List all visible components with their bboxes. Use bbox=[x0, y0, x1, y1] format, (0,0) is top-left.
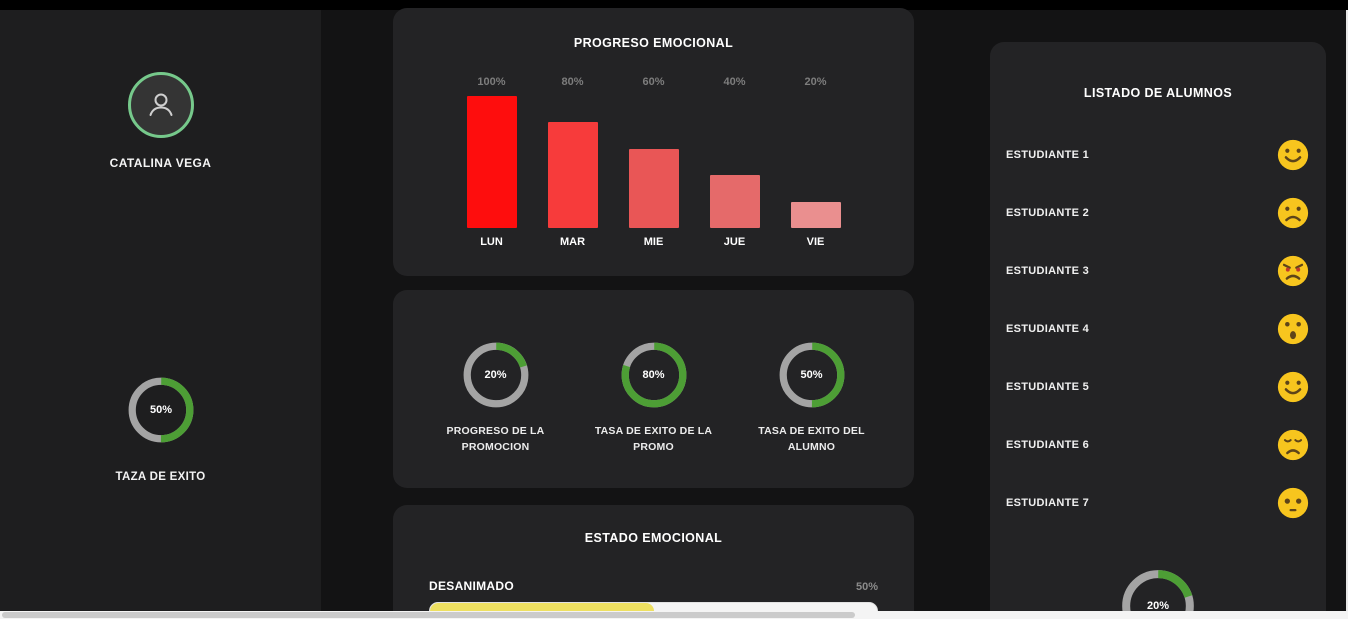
success-rate-caption: TAZA DE EXITO bbox=[115, 471, 206, 483]
bar-column: 80% MAR bbox=[532, 76, 613, 248]
kpi-donut-caption: TASA DE EXITO DE LA PROMO bbox=[594, 425, 713, 454]
bar bbox=[547, 122, 598, 228]
student-row[interactable]: ESTUDIANTE 7 bbox=[990, 474, 1326, 532]
profile-name: CATALINA VEGA bbox=[109, 156, 212, 170]
student-row[interactable]: ESTUDIANTE 6 bbox=[990, 416, 1326, 474]
emotion-angry-icon bbox=[1277, 255, 1309, 287]
emotion-neutral-icon bbox=[1277, 487, 1309, 519]
student-emotion bbox=[1276, 196, 1310, 230]
window-right-edge bbox=[1346, 10, 1348, 611]
scrollbar-thumb[interactable] bbox=[2, 612, 855, 618]
bar-value-label: 80% bbox=[561, 76, 584, 88]
bar-category-label: JUE bbox=[723, 236, 746, 248]
student-emotion bbox=[1276, 370, 1310, 404]
donut-chart bbox=[128, 377, 194, 443]
student-emotion bbox=[1276, 312, 1310, 346]
student-name: ESTUDIANTE 2 bbox=[1006, 207, 1090, 219]
donut-value-label: 20% bbox=[484, 369, 507, 381]
top-bar bbox=[0, 0, 1348, 10]
horizontal-scrollbar[interactable] bbox=[0, 611, 1348, 619]
donut-value-label: 20% bbox=[1146, 600, 1170, 612]
kpi-donut-caption: TASA DE EXITO DEL ALUMNO bbox=[758, 425, 865, 454]
students-progress-donut: 20% bbox=[1116, 564, 1200, 619]
bar bbox=[790, 201, 841, 228]
emotion-surprised-icon bbox=[1277, 313, 1309, 345]
donut-value-label: 80% bbox=[642, 369, 665, 381]
student-list: ESTUDIANTE 1 ESTUDIANTE 2 ESTUDIANTE 3 ESTU… bbox=[990, 100, 1326, 532]
donut-chart bbox=[779, 342, 844, 408]
kpi-donut-item: 80% TASA DE EXITO DE LA PROMO bbox=[594, 337, 714, 456]
student-emotion bbox=[1276, 486, 1310, 520]
bar-category-label: MAR bbox=[559, 236, 586, 248]
student-row[interactable]: ESTUDIANTE 1 bbox=[990, 126, 1326, 184]
listado-alumnos-card: LISTADO DE ALUMNOS ESTUDIANTE 1 ESTUDIANT… bbox=[990, 42, 1326, 619]
bar-area bbox=[628, 96, 679, 228]
kpi-donut: 50% bbox=[774, 337, 850, 413]
donut-chart bbox=[1122, 570, 1194, 619]
kpi-donut-item: 50% TASA DE EXITO DEL ALUMNO bbox=[752, 337, 872, 456]
bar-area bbox=[709, 96, 760, 228]
donut-chart bbox=[463, 342, 528, 408]
bar-chart: 100% LUN 80% MAR 60% MIE 40% JUE 20% VIE bbox=[393, 76, 914, 248]
student-name: ESTUDIANTE 3 bbox=[1006, 265, 1090, 277]
progreso-emocional-card: PROGRESO EMOCIONAL 100% LUN 80% MAR 60% MIE 40… bbox=[393, 8, 914, 276]
student-row[interactable]: ESTUDIANTE 2 bbox=[990, 184, 1326, 242]
emotion-card-title: ESTADO EMOCIONAL bbox=[584, 531, 723, 545]
bar-value-label: 20% bbox=[804, 76, 827, 88]
kpi-donut-row: 20% PROGRESO DE LA PROMOCION 80% TASA DE EX… bbox=[393, 290, 914, 456]
donut-chart bbox=[621, 342, 686, 408]
emotion-happy-icon bbox=[1277, 139, 1309, 171]
progress-card-title: PROGRESO EMOCIONAL bbox=[573, 36, 734, 50]
student-name: ESTUDIANTE 7 bbox=[1006, 497, 1090, 509]
emotion-value-label: 50% bbox=[855, 581, 878, 593]
sidebar: CATALINA VEGA 50% TAZA DE EXITO bbox=[0, 10, 321, 619]
emotion-disappointed-icon bbox=[1277, 429, 1309, 461]
kpi-donuts-card: 20% PROGRESO DE LA PROMOCION 80% TASA DE EX… bbox=[393, 290, 914, 488]
emotion-label: DESANIMADO bbox=[429, 579, 515, 593]
bar-column: 40% JUE bbox=[694, 76, 775, 248]
bar-category-label: MIE bbox=[643, 236, 664, 248]
bar-category-label: VIE bbox=[806, 236, 825, 248]
bar bbox=[466, 96, 517, 228]
student-emotion bbox=[1276, 428, 1310, 462]
bar-value-label: 60% bbox=[642, 76, 665, 88]
bar-category-label: LUN bbox=[480, 236, 503, 248]
emotion-sad-icon bbox=[1277, 197, 1309, 229]
bar-value-label: 40% bbox=[723, 76, 746, 88]
success-rate-donut: 50% bbox=[123, 372, 199, 448]
bar-value-label: 100% bbox=[477, 76, 506, 88]
bar-area bbox=[790, 96, 841, 228]
students-card-title: LISTADO DE ALUMNOS bbox=[1083, 86, 1233, 100]
student-name: ESTUDIANTE 6 bbox=[1006, 439, 1090, 451]
bar-column: 60% MIE bbox=[613, 76, 694, 248]
emotion-head: DESANIMADO 50% bbox=[429, 579, 878, 593]
student-emotion bbox=[1276, 254, 1310, 288]
estado-emocional-card: ESTADO EMOCIONAL DESANIMADO 50% bbox=[393, 505, 914, 619]
bar-column: 20% VIE bbox=[775, 76, 856, 248]
bar-column: 100% LUN bbox=[451, 76, 532, 248]
donut-value-label: 50% bbox=[800, 369, 823, 381]
bar bbox=[709, 175, 760, 228]
student-row[interactable]: ESTUDIANTE 3 bbox=[990, 242, 1326, 300]
kpi-donut: 20% bbox=[458, 337, 534, 413]
student-name: ESTUDIANTE 4 bbox=[1006, 323, 1090, 335]
student-name: ESTUDIANTE 1 bbox=[1006, 149, 1090, 161]
kpi-donut-item: 20% PROGRESO DE LA PROMOCION bbox=[436, 337, 556, 456]
bar bbox=[628, 148, 679, 228]
avatar[interactable] bbox=[128, 72, 194, 138]
bar-area bbox=[547, 96, 598, 228]
emotion-happy-icon bbox=[1277, 371, 1309, 403]
donut-value-label: 50% bbox=[149, 404, 173, 416]
kpi-donut: 80% bbox=[616, 337, 692, 413]
student-row[interactable]: ESTUDIANTE 5 bbox=[990, 358, 1326, 416]
student-row[interactable]: ESTUDIANTE 4 bbox=[990, 300, 1326, 358]
person-icon bbox=[149, 93, 173, 116]
student-emotion bbox=[1276, 138, 1310, 172]
student-name: ESTUDIANTE 5 bbox=[1006, 381, 1090, 393]
kpi-donut-caption: PROGRESO DE LA PROMOCION bbox=[446, 425, 545, 454]
bar-area bbox=[466, 96, 517, 228]
